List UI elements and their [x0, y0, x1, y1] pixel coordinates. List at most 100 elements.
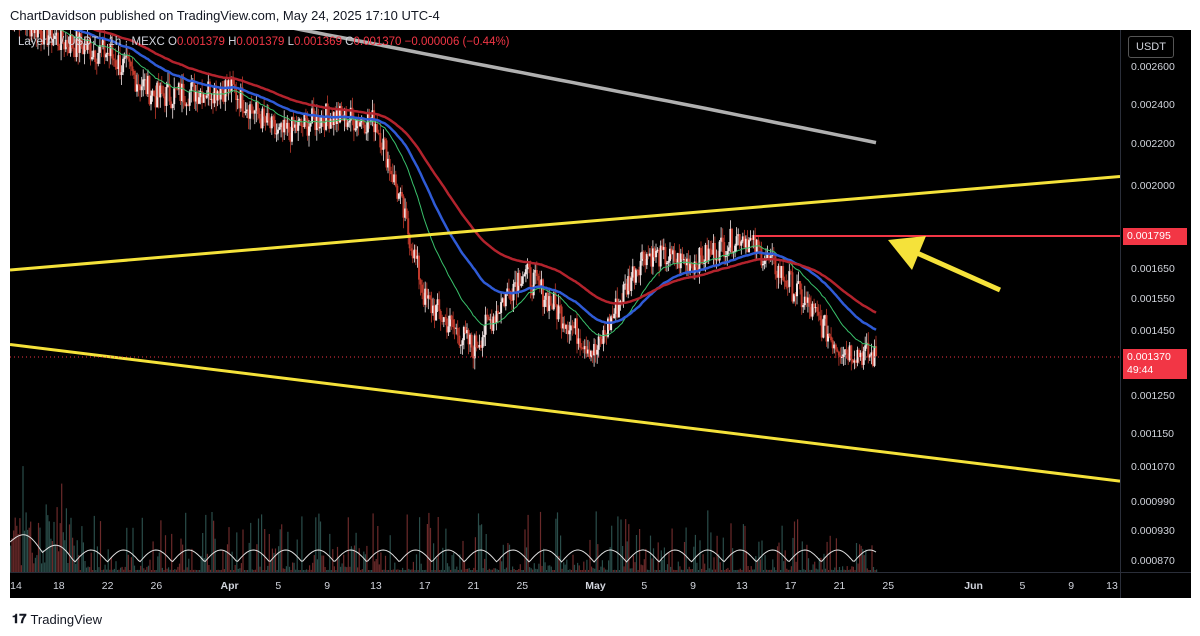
candle-body — [269, 120, 272, 129]
candle-body — [322, 117, 324, 123]
volume-bar — [11, 538, 13, 572]
volume-bar — [431, 570, 433, 572]
candle-body — [816, 307, 819, 312]
volume-bar — [203, 558, 205, 572]
volume-bar — [493, 568, 495, 572]
volume-bar — [762, 570, 765, 572]
candle-body — [179, 83, 182, 101]
candle-body — [689, 263, 692, 273]
arrow-head-icon — [888, 236, 926, 270]
volume-bar — [147, 565, 150, 572]
currency-badge[interactable]: USDT — [1128, 36, 1174, 58]
volume-bar — [727, 567, 729, 572]
candle-body — [122, 58, 125, 73]
candle-body — [419, 279, 422, 285]
candle-body — [717, 258, 719, 261]
tradingview-logo[interactable]: 𝟏𝟕 TradingView — [12, 611, 102, 627]
candle-body — [614, 298, 617, 314]
volume-bar — [479, 525, 481, 572]
candle-body — [495, 310, 498, 323]
volume-bar — [701, 568, 703, 572]
volume-bar — [756, 560, 758, 572]
volume-bar — [564, 564, 566, 572]
volume-bar — [465, 569, 467, 572]
volume-bar — [868, 570, 870, 572]
candle-body — [545, 293, 548, 300]
candle-body — [466, 330, 468, 334]
candle-body — [845, 349, 848, 354]
volume-bar — [543, 548, 545, 572]
volume-bar — [389, 535, 391, 572]
candle-body — [704, 244, 707, 263]
candle-body — [328, 115, 331, 129]
candle-body — [318, 126, 321, 129]
candle-body — [447, 326, 450, 333]
volume-bar — [809, 569, 811, 572]
volume-bar — [360, 570, 362, 572]
candle-body — [363, 124, 366, 134]
candle-body — [648, 253, 651, 256]
volume-bar — [755, 556, 757, 572]
volume-bar — [705, 570, 707, 572]
candle-body — [700, 247, 702, 256]
candle-body — [272, 116, 275, 121]
candle-body — [63, 42, 66, 50]
volume-bar — [330, 570, 332, 572]
volume-bar — [460, 569, 462, 572]
volume-bar — [42, 550, 44, 572]
candle-body — [498, 312, 501, 314]
volume-bar — [310, 569, 312, 572]
volume-bar — [690, 569, 692, 572]
candle-body — [803, 296, 806, 306]
volume-bar — [408, 568, 410, 572]
price-axis[interactable]: 0.002600 0.002400 0.002200 0.002000 0.001650… — [1120, 30, 1191, 572]
volume-bar — [750, 566, 752, 572]
candle-body — [483, 334, 486, 338]
candle-body — [343, 108, 346, 121]
volume-bar — [792, 537, 794, 572]
candle-body — [297, 120, 300, 131]
candle-body — [735, 236, 738, 246]
time-tick-label: 18 — [52, 580, 65, 592]
volume-bar — [623, 566, 625, 572]
price-tick-label: 0.001550 — [1131, 293, 1175, 305]
candle-body — [253, 110, 256, 114]
candle-body — [789, 271, 792, 273]
time-axis[interactable]: 14 18 22 26 Apr 5 9 13 17 21 25 May 5 9 13 17 21 25 Jun 5 9 1… — [10, 572, 1120, 599]
candle-body — [585, 346, 588, 354]
candle-body — [548, 296, 551, 311]
candle-body — [80, 33, 83, 47]
chart-pane[interactable]: LayerAI / USDT · 1h · MEXC O0.001379 H0.… — [10, 30, 1120, 572]
candle-body — [796, 283, 798, 297]
symbol-label[interactable]: LayerAI / USDT · 1h · MEXC — [18, 36, 165, 48]
volume-bar — [812, 564, 814, 572]
candle-body — [387, 158, 389, 168]
volume-bar — [453, 553, 455, 572]
volume-bar — [504, 569, 506, 572]
change-value: −0.000006 (−0.44%) — [404, 36, 510, 48]
candle-body — [729, 228, 732, 248]
candle-body — [820, 320, 823, 338]
candle-body — [281, 123, 284, 133]
candle-body — [218, 91, 221, 100]
candle-body — [743, 236, 746, 248]
candle-body — [295, 124, 298, 131]
time-tick-label: 13 — [736, 580, 748, 592]
volume-bar — [525, 547, 528, 572]
volume-bar — [384, 555, 387, 572]
volume-bar — [199, 570, 201, 572]
candle-body — [433, 305, 436, 321]
volume-bar — [361, 569, 363, 572]
candle-body — [366, 114, 369, 133]
candle-body — [682, 259, 685, 261]
candle-body — [266, 113, 269, 123]
candle-body — [854, 360, 857, 363]
candle-body — [216, 91, 219, 101]
volume-bar — [397, 569, 399, 572]
candle-body — [504, 293, 507, 307]
volume-bar — [487, 570, 489, 572]
volume-bar — [336, 546, 339, 572]
footer-bar: 𝟏𝟕 TradingView — [0, 598, 1200, 636]
candle-body — [357, 119, 360, 127]
candle-body — [128, 58, 131, 62]
